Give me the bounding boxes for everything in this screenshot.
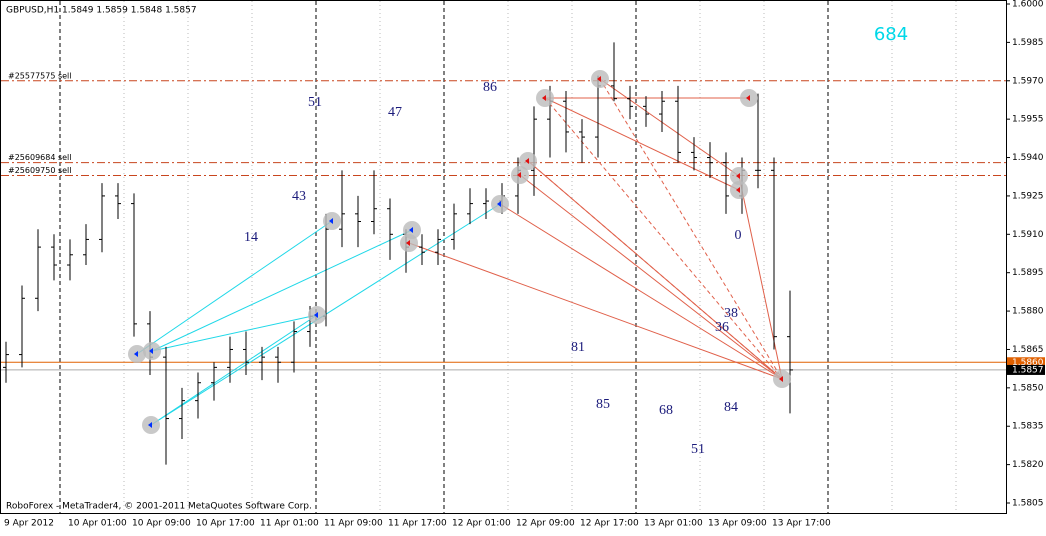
x-tick-label: 10 Apr 01:00 xyxy=(68,519,127,529)
y-tick-label: 1.5850 xyxy=(1012,383,1044,393)
y-tick-label: 1.6000 xyxy=(1012,0,1044,10)
price-marker-label: 1.5857 xyxy=(1012,365,1044,375)
y-tick-label: 1.5925 xyxy=(1012,191,1044,201)
order-label: #25577575 sell xyxy=(8,71,72,80)
annotation: 85 xyxy=(596,397,610,412)
trade-arrow xyxy=(148,422,152,428)
trade-arrow xyxy=(542,95,546,101)
chart-title: GBPUSD,H1 1.5849 1.5859 1.5848 1.5857 xyxy=(6,6,197,16)
y-tick-label: 1.5820 xyxy=(1012,460,1044,470)
footer-copyright: RoboForex - MetaTrader4, © 2001-2011 Met… xyxy=(6,502,312,512)
trade-line xyxy=(499,203,783,380)
x-tick-label: 11 Apr 17:00 xyxy=(388,519,447,529)
plot-frame xyxy=(0,0,1007,514)
annotation: 81 xyxy=(571,340,585,355)
annotation: 43 xyxy=(292,189,306,204)
trade-line xyxy=(738,175,783,380)
y-tick-label: 1.5940 xyxy=(1012,153,1044,163)
annotation: 86 xyxy=(483,80,497,95)
x-tick-label: 12 Apr 17:00 xyxy=(580,519,639,529)
trade-arrow xyxy=(329,218,333,224)
price-marker-box xyxy=(1007,357,1045,368)
x-tick-label: 12 Apr 09:00 xyxy=(516,519,575,529)
annotation: 38 xyxy=(724,306,738,321)
annotation: 51 xyxy=(691,442,705,457)
trade-arrow xyxy=(149,348,153,354)
annotation: 14 xyxy=(244,230,258,245)
y-tick-label: 1.5970 xyxy=(1012,76,1044,86)
order-label: #25609684 sell xyxy=(8,153,72,162)
trade-arrow xyxy=(597,76,601,82)
trade-markers xyxy=(128,70,791,434)
price-marker-label: 1.5860 xyxy=(1012,358,1044,368)
y-tick-label: 1.5895 xyxy=(1012,268,1044,278)
price-marker-box xyxy=(1007,364,1045,375)
trade-arrow xyxy=(736,187,740,193)
trade-line xyxy=(151,314,318,352)
y-tick-label: 1.5805 xyxy=(1012,499,1044,509)
trade-arrow xyxy=(497,201,501,207)
y-tick-label: 1.5880 xyxy=(1012,307,1044,317)
annotation: 68 xyxy=(659,403,673,418)
trade-line xyxy=(544,97,740,191)
x-tick-label: 13 Apr 01:00 xyxy=(644,519,703,529)
x-tick-label: 10 Apr 17:00 xyxy=(196,519,255,529)
trade-arrow xyxy=(409,227,413,233)
trade-arrow xyxy=(406,240,410,246)
annotation: 84 xyxy=(724,400,738,415)
annotation: 36 xyxy=(715,320,729,335)
time-separators xyxy=(1,1,1006,513)
x-tick-label: 11 Apr 01:00 xyxy=(260,519,319,529)
trade-line xyxy=(150,314,318,426)
order-label: #25609750 sell xyxy=(8,166,72,175)
trade-arrow xyxy=(746,95,750,101)
trade-line xyxy=(599,78,783,380)
y-tick-label: 1.5985 xyxy=(1012,38,1044,48)
x-tick-label: 12 Apr 01:00 xyxy=(452,519,511,529)
annotation: 47 xyxy=(388,105,402,120)
trade-arrow xyxy=(134,351,138,357)
x-tick-label: 13 Apr 17:00 xyxy=(772,519,831,529)
trade-line xyxy=(151,229,413,352)
x-tick-label: 9 Apr 2012 xyxy=(4,519,54,529)
x-tick-label: 10 Apr 09:00 xyxy=(132,519,191,529)
trade-line xyxy=(408,242,783,380)
trade-arrow xyxy=(314,312,318,318)
annotation: 51 xyxy=(308,95,322,110)
y-tick-label: 1.5865 xyxy=(1012,345,1044,355)
trade-line xyxy=(136,220,333,355)
trade-line xyxy=(519,174,783,380)
trade-line xyxy=(527,160,783,380)
y-tick-label: 1.5955 xyxy=(1012,115,1044,125)
trade-arrow xyxy=(736,173,740,179)
x-tick-label: 11 Apr 09:00 xyxy=(324,519,383,529)
trade-arrow xyxy=(525,158,529,164)
counter: 684 xyxy=(874,24,908,45)
y-tick-label: 1.5835 xyxy=(1012,422,1044,432)
trade-line xyxy=(544,97,783,380)
x-tick-label: 13 Apr 09:00 xyxy=(708,519,767,529)
trade-arrow xyxy=(779,376,783,382)
trade-line xyxy=(599,78,740,177)
y-tick-label: 1.5910 xyxy=(1012,230,1044,240)
trade-arrow xyxy=(517,172,521,178)
annotation: 0 xyxy=(735,228,742,243)
